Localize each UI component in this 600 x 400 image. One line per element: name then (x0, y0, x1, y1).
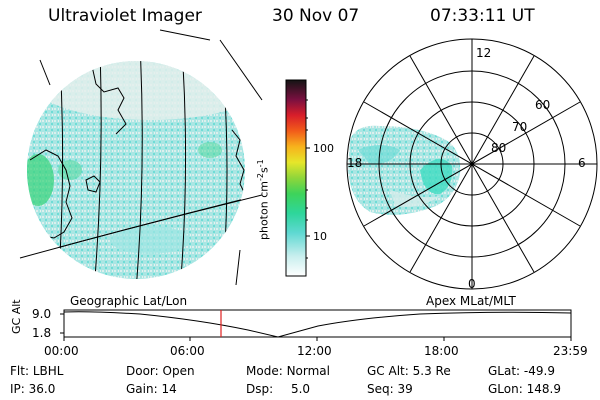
altitude-xtick-3: 18:00 (424, 344, 459, 358)
geographic-image (19, 29, 263, 286)
altitude-xtick-2: 12:00 (297, 344, 332, 358)
mlt-label-0: 0 (468, 277, 476, 291)
footer-glon: GLon: 148.9 (488, 382, 561, 396)
footer-gain: Gain: 14 (126, 382, 177, 396)
altitude-ytick-high: 9.0 (32, 307, 52, 321)
footer-seq: Seq: 39 (367, 382, 413, 396)
footer-dsp: Dsp: 5.0 (246, 382, 311, 396)
altitude-ytick-low: 1.8 (32, 326, 52, 340)
mlat-label-60: 60 (535, 98, 551, 112)
altitude-plot (60, 309, 572, 341)
footer-mode: Mode: Normal (246, 364, 330, 378)
footer-glat: GLat: -49.9 (488, 364, 555, 378)
colorbar-tick-100: 100 (313, 142, 334, 155)
time-label: 07:33:11 UT (430, 6, 535, 26)
altitude-curve (63, 311, 572, 338)
altitude-xtick-0: 00:00 (44, 344, 79, 358)
mlt-label-6: 6 (578, 156, 586, 170)
altitude-xtick-1: 06:00 (170, 344, 205, 358)
mlat-label-80: 80 (491, 141, 507, 155)
date-label: 30 Nov 07 (272, 6, 360, 26)
mlt-label-18: 18 (347, 156, 363, 170)
footer-ip: IP: 36.0 (10, 382, 56, 396)
colorbar (285, 79, 310, 277)
footer-door: Door: Open (126, 364, 195, 378)
instrument-title: Ultraviolet Imager (48, 6, 202, 26)
mlt-label-12: 12 (476, 46, 492, 60)
altitude-ylabel: GC Alt (10, 299, 23, 334)
footer-gc-alt: GC Alt: 5.3 Re (367, 364, 451, 378)
footer-flt: Flt: LBHL (10, 364, 64, 378)
polar-plot (346, 38, 598, 290)
colorbar-tick-10: 10 (313, 230, 327, 243)
apex-panel-label: Apex MLat/MLT (426, 294, 516, 308)
colorbar-unit-label: photon cm-2s-1 (256, 159, 271, 240)
geographic-panel-label: Geographic Lat/Lon (70, 294, 188, 308)
altitude-xtick-4: 23:59 (553, 344, 588, 358)
mlat-label-70: 70 (512, 120, 528, 134)
